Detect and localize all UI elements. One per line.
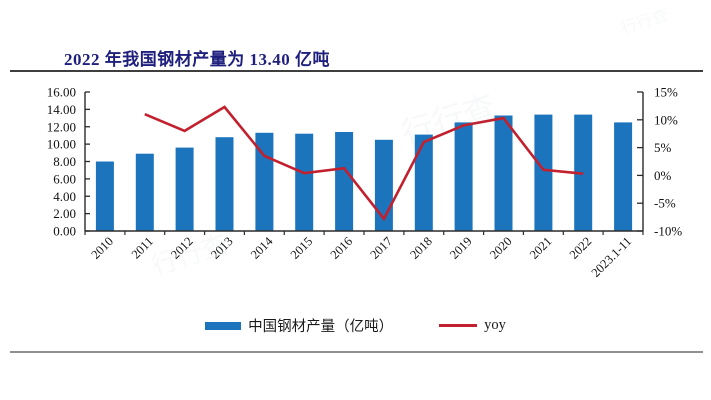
legend-item-yoy: yoy	[439, 317, 506, 334]
left-axis-label: 12.00	[47, 119, 76, 134]
left-axis-label: 6.00	[53, 171, 76, 186]
bar-2011	[135, 153, 154, 231]
legend-production-label: 中国钢材产量（亿吨）	[248, 319, 394, 335]
legend-bar-swatch	[205, 321, 242, 330]
left-axis-label: 16.00	[47, 85, 76, 100]
yoy-line	[144, 105, 584, 222]
bar-2019	[454, 122, 473, 231]
left-axis-ticks: 0.00 2.00 4.00 6.00 8.00 10.00 12.00 14.00 16.00	[47, 85, 90, 239]
header-divider	[10, 70, 703, 72]
x-axis-label: 2018	[407, 234, 435, 262]
left-axis-label: 8.00	[53, 154, 76, 169]
right-axis-label: 10%	[654, 112, 678, 127]
x-axis-label: 2012	[168, 234, 196, 262]
bar-2018	[414, 134, 433, 231]
x-axis-ticks	[84, 231, 644, 235]
x-axis-label: 2014	[248, 234, 276, 262]
right-axis-label: 15%	[654, 85, 678, 100]
left-axis-label: 10.00	[47, 137, 76, 152]
axes-group	[84, 92, 644, 232]
x-axis-label: 2022	[567, 234, 595, 262]
left-axis-label: 14.00	[47, 102, 76, 117]
x-axis-label: 2016	[328, 234, 356, 262]
x-axis-label: 2021	[527, 234, 555, 262]
legend-yoy-label: yoy	[484, 317, 506, 333]
legend-item-production: 中国钢材产量（亿吨）	[205, 315, 393, 336]
bar-2023.1-11	[614, 122, 633, 231]
x-axis-label: 2013	[208, 234, 236, 262]
bar-2021	[534, 114, 553, 231]
x-axis-label: 2020	[487, 234, 515, 262]
bar-2010	[95, 161, 114, 231]
chart-title: 2022 年我国钢材产量为 13.40 亿吨	[64, 50, 330, 69]
bar-2020	[494, 115, 513, 231]
right-axis-label: -10%	[654, 224, 682, 239]
x-axis-label: 2019	[447, 234, 475, 262]
chart-legend: 中国钢材产量（亿吨） yoy	[0, 315, 711, 336]
bar-2015	[295, 133, 314, 231]
bar-2012	[175, 147, 194, 231]
x-category-labels: 2010 2011 2012 2013 2014 2015 2016 2017 2018 2019…	[88, 234, 634, 280]
bar-2013	[215, 137, 234, 231]
footer-divider	[10, 351, 703, 353]
x-axis-label: 2011	[129, 234, 156, 261]
x-axis-label: 2023.1-11	[589, 234, 635, 280]
x-axis-label: 2010	[88, 234, 116, 262]
left-axis-label: 2.00	[53, 206, 76, 221]
bar-2016	[335, 132, 354, 231]
right-axis-label: 0%	[654, 168, 672, 183]
right-axis-label: 5%	[654, 140, 672, 155]
legend-line-swatch	[439, 324, 478, 327]
yoy-line-group	[144, 105, 584, 222]
bars-group	[95, 114, 633, 231]
right-axis-ticks: -10% -5% 0% 5% 10% 15%	[637, 85, 682, 239]
left-axis-label: 0.00	[53, 224, 76, 239]
x-axis-label: 2017	[367, 234, 395, 262]
left-axis-label: 4.00	[53, 189, 76, 204]
right-axis-label: -5%	[654, 196, 676, 211]
x-axis-label: 2015	[288, 234, 316, 262]
